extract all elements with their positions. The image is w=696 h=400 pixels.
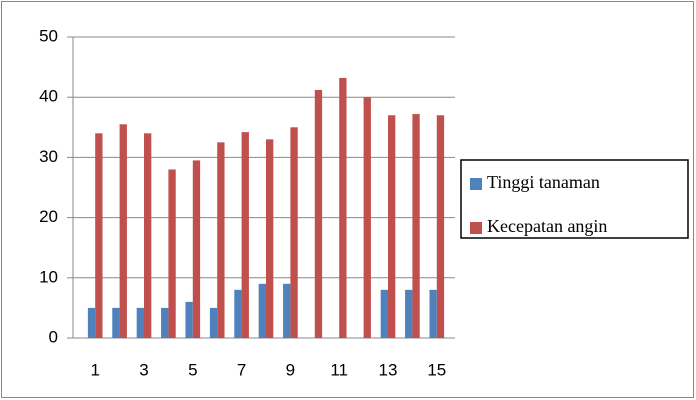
bar	[119, 124, 127, 338]
bar	[388, 115, 396, 338]
bar	[314, 89, 323, 338]
bar	[209, 307, 218, 338]
x-tick-label: 9	[286, 360, 295, 379]
x-tick-label: 15	[427, 360, 446, 379]
bar	[192, 160, 201, 338]
bar	[290, 127, 298, 338]
bar	[339, 77, 347, 338]
x-tick-label: 3	[139, 360, 148, 379]
bar	[217, 142, 225, 338]
y-tick-label: 0	[49, 327, 58, 346]
y-tick-label: 50	[39, 26, 58, 45]
bar	[283, 283, 291, 338]
bar	[241, 132, 249, 338]
bar	[136, 307, 144, 338]
legend-swatch	[470, 222, 482, 234]
legend-label: Kecepatan angin	[487, 216, 607, 236]
bar	[412, 114, 420, 338]
legend-label: Tinggi tanaman	[487, 172, 600, 192]
bar	[258, 283, 266, 338]
bar	[234, 289, 242, 338]
y-tick-label: 40	[39, 87, 58, 106]
legend-box	[460, 159, 689, 239]
bar	[405, 289, 413, 338]
x-tick-label: 7	[237, 360, 246, 379]
x-tick-label: 13	[379, 360, 398, 379]
bar	[161, 307, 169, 338]
x-tick-label: 1	[90, 360, 99, 379]
bar	[380, 289, 388, 338]
bar	[87, 307, 96, 338]
legend-swatch	[470, 178, 482, 190]
bar	[95, 133, 103, 338]
y-tick-label: 10	[39, 267, 58, 286]
bar	[266, 139, 274, 338]
bar	[144, 133, 152, 338]
bar	[168, 169, 176, 338]
bar	[363, 97, 371, 338]
y-tick-label: 20	[39, 207, 58, 226]
bar	[436, 115, 445, 338]
x-tick-label: 11	[330, 360, 348, 379]
bar	[112, 307, 120, 338]
bar	[429, 289, 437, 338]
y-tick-label: 30	[39, 147, 58, 166]
bar	[185, 301, 193, 338]
x-tick-label: 5	[188, 360, 197, 379]
